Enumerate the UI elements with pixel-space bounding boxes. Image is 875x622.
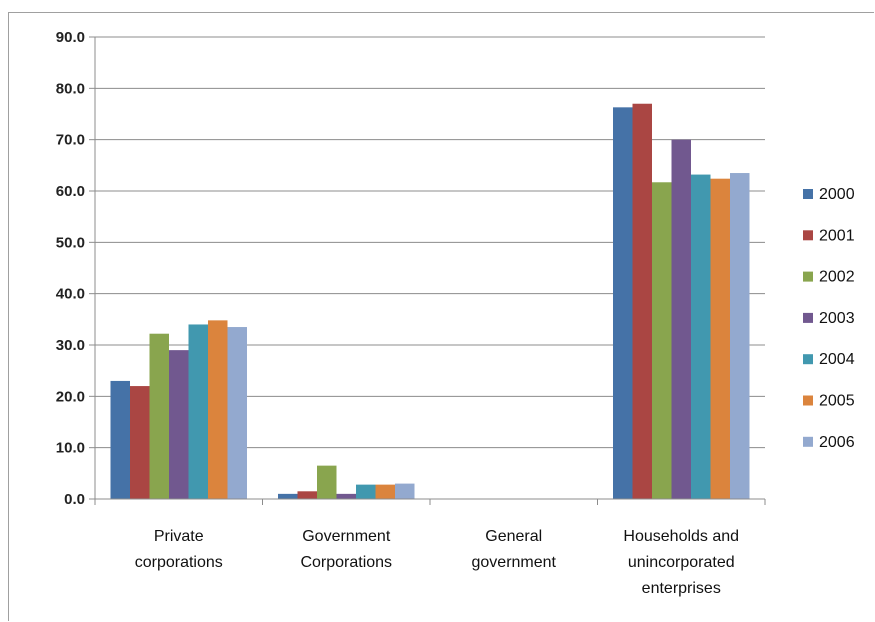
legend-swatch-2001 <box>803 230 813 241</box>
y-tick-label: 0.0 <box>64 491 85 508</box>
legend: 2000 2001 2002 2003 2004 2005 2006 <box>803 186 855 451</box>
bars <box>110 103 750 500</box>
legend-swatch-2005 <box>803 395 813 406</box>
chart-frame <box>8 12 874 621</box>
x-category-label: corporations <box>135 554 223 571</box>
bar-2000-0 <box>110 380 130 499</box>
legend-swatch-2004 <box>803 354 813 365</box>
x-category-label: unincorporated <box>628 554 735 571</box>
y-tick-label: 80.0 <box>56 80 85 97</box>
bar-2000-3 <box>613 107 633 500</box>
x-category-label: government <box>472 554 557 571</box>
bar-2001-3 <box>632 103 652 499</box>
bar-2002-3 <box>652 182 672 500</box>
y-tick-label: 40.0 <box>56 286 85 303</box>
x-category-label: Government <box>302 528 391 545</box>
legend-swatch-2002 <box>803 271 813 282</box>
bar-2001-1 <box>297 491 317 499</box>
bar-2006-1 <box>395 483 415 499</box>
bar-2004-1 <box>356 484 376 499</box>
x-category-label: General <box>485 528 542 545</box>
bar-2003-1 <box>336 493 356 499</box>
legend-label-2004: 2004 <box>819 351 855 368</box>
axes <box>89 36 766 505</box>
bar-2006-3 <box>730 173 750 500</box>
bar-2006-0 <box>227 327 247 499</box>
x-category-label: Private <box>154 528 204 545</box>
bar-2005-1 <box>375 484 395 499</box>
legend-label-2002: 2002 <box>819 269 855 286</box>
legend-label-2003: 2003 <box>819 310 855 327</box>
bar-2003-0 <box>169 350 189 499</box>
bar-2005-0 <box>208 320 228 499</box>
legend-swatch-2000 <box>803 189 813 199</box>
legend-swatch-2003 <box>803 312 813 323</box>
bar-2005-3 <box>710 178 730 499</box>
x-category-label: enterprises <box>642 580 721 597</box>
legend-label-2006: 2006 <box>819 434 855 451</box>
y-axis-ticks: 0.0 10.0 20.0 30.0 40.0 50.0 60.0 70.0 80.0 90.0 <box>56 29 85 508</box>
bar-2001-0 <box>130 386 150 499</box>
legend-label-2001: 2001 <box>819 227 855 244</box>
bar-2002-1 <box>317 465 337 499</box>
bar-2003-3 <box>671 139 691 499</box>
x-category-label: Corporations <box>300 554 392 571</box>
bar-2004-3 <box>691 174 711 499</box>
y-tick-label: 10.0 <box>56 440 85 457</box>
y-tick-label: 30.0 <box>56 337 85 354</box>
y-tick-label: 60.0 <box>56 183 85 200</box>
legend-label-2000: 2000 <box>819 186 855 203</box>
bar-2002-0 <box>149 333 169 499</box>
bar-2004-0 <box>188 324 208 499</box>
legend-swatch-2006 <box>803 436 813 447</box>
y-tick-label: 90.0 <box>56 29 85 46</box>
legend-label-2005: 2005 <box>819 393 855 410</box>
y-tick-label: 50.0 <box>56 234 85 251</box>
x-axis-categories: Private corporations Government Corporation… <box>135 528 739 597</box>
x-category-label: Households and <box>623 528 739 545</box>
y-tick-label: 20.0 <box>56 388 85 405</box>
y-tick-label: 70.0 <box>56 132 85 149</box>
bar-2000-1 <box>278 493 298 499</box>
